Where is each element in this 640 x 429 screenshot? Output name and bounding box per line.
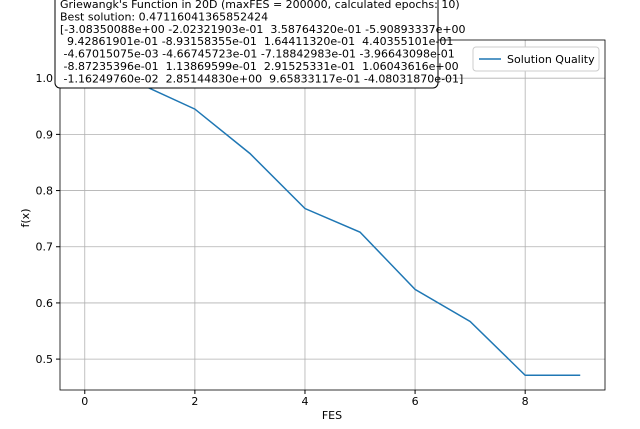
y-tick-label: 0.8 <box>36 185 54 198</box>
x-tick-label: 8 <box>522 395 529 408</box>
plot-frame <box>59 39 606 391</box>
y-tick-label: 0.9 <box>36 128 54 141</box>
legend-label: Solution Quality <box>507 53 595 66</box>
line-series <box>84 55 581 377</box>
title-box <box>54 0 439 89</box>
y-tick-label: 0.7 <box>36 241 54 254</box>
title-line: 9.42861901e-01 -8.93158355e-01 1.6441132… <box>60 35 453 48</box>
legend-box <box>472 46 600 72</box>
title-line: -8.87235396e-01 1.13869599e-01 2.9152533… <box>60 60 459 73</box>
title-line: -1.16249760e-02 2.85144830e+00 9.6583311… <box>60 72 463 85</box>
x-tick-label: 2 <box>191 395 198 408</box>
y-axis-label: f(x) <box>19 209 32 228</box>
x-axis-label: FES <box>322 409 342 422</box>
y-tick-label: 1.0 <box>36 72 54 85</box>
title-line: [-3.08350088e+00 -2.02321903e-01 3.58764… <box>60 23 466 36</box>
title-line: -4.67015075e-03 -4.66745723e-01 -7.18842… <box>60 48 455 61</box>
y-tick-label: 0.6 <box>36 297 54 310</box>
title-line: Griewangk's Function in 20D (maxFES = 20… <box>60 0 460 11</box>
x-tick-label: 6 <box>412 395 419 408</box>
x-tick-label: 4 <box>301 395 308 408</box>
title-line: Best solution: 0.47116041365852424 <box>60 10 268 23</box>
y-tick-label: 0.5 <box>36 353 54 366</box>
x-tick-label: 0 <box>81 395 88 408</box>
